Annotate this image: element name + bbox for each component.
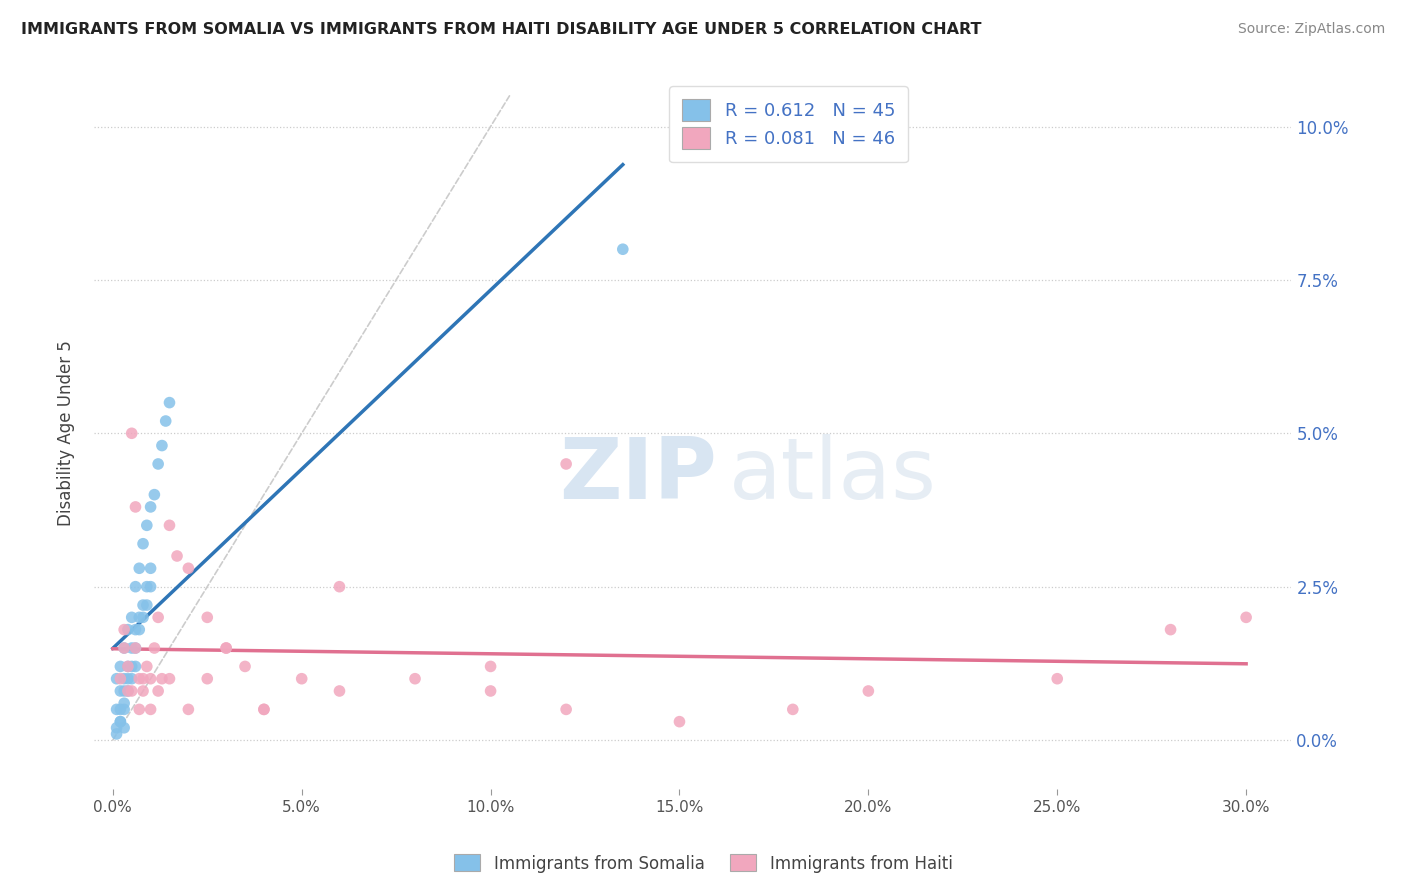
Point — [112, 696, 135, 710]
Point — [117, 659, 139, 673]
Point — [105, 672, 128, 686]
Point — [1160, 623, 1182, 637]
Point — [215, 640, 238, 655]
Point — [135, 659, 157, 673]
Point — [858, 684, 880, 698]
Legend: R = 0.612   N = 45, R = 0.081   N = 46: R = 0.612 N = 45, R = 0.081 N = 46 — [669, 87, 908, 162]
Point — [110, 684, 132, 698]
Point — [291, 672, 314, 686]
Point — [121, 684, 143, 698]
Point — [139, 580, 162, 594]
Point — [139, 561, 162, 575]
Text: IMMIGRANTS FROM SOMALIA VS IMMIGRANTS FROM HAITI DISABILITY AGE UNDER 5 CORRELAT: IMMIGRANTS FROM SOMALIA VS IMMIGRANTS FR… — [21, 22, 981, 37]
Point — [117, 672, 139, 686]
Point — [177, 561, 200, 575]
Point — [253, 702, 276, 716]
Point — [555, 702, 578, 716]
Point — [159, 518, 181, 533]
Point — [132, 684, 155, 698]
Text: Source: ZipAtlas.com: Source: ZipAtlas.com — [1237, 22, 1385, 37]
Point — [117, 684, 139, 698]
Point — [150, 672, 173, 686]
Point — [135, 580, 157, 594]
Point — [146, 684, 169, 698]
Point — [143, 488, 166, 502]
Point — [135, 518, 157, 533]
Point — [233, 659, 256, 673]
Point — [479, 659, 502, 673]
Point — [124, 659, 146, 673]
Point — [195, 610, 218, 624]
Point — [215, 640, 238, 655]
Point — [159, 672, 181, 686]
Point — [128, 623, 150, 637]
Point — [124, 500, 146, 514]
Point — [112, 684, 135, 698]
Point — [112, 672, 135, 686]
Point — [112, 640, 135, 655]
Point — [166, 549, 188, 563]
Point — [110, 714, 132, 729]
Point — [177, 702, 200, 716]
Point — [146, 457, 169, 471]
Point — [150, 439, 173, 453]
Point — [132, 598, 155, 612]
Point — [612, 242, 634, 256]
Point — [124, 623, 146, 637]
Point — [128, 610, 150, 624]
Point — [105, 721, 128, 735]
Legend: Immigrants from Somalia, Immigrants from Haiti: Immigrants from Somalia, Immigrants from… — [447, 847, 959, 880]
Point — [159, 395, 181, 409]
Point — [110, 672, 132, 686]
Point — [135, 598, 157, 612]
Point — [1234, 610, 1257, 624]
Point — [132, 610, 155, 624]
Point — [479, 684, 502, 698]
Point — [139, 702, 162, 716]
Text: atlas: atlas — [728, 434, 936, 517]
Point — [112, 640, 135, 655]
Point — [139, 500, 162, 514]
Point — [668, 714, 690, 729]
Point — [105, 727, 128, 741]
Point — [121, 659, 143, 673]
Point — [112, 702, 135, 716]
Point — [132, 672, 155, 686]
Point — [253, 702, 276, 716]
Point — [124, 640, 146, 655]
Point — [124, 640, 146, 655]
Y-axis label: Disability Age Under 5: Disability Age Under 5 — [58, 341, 75, 526]
Point — [110, 702, 132, 716]
Point — [782, 702, 804, 716]
Point — [555, 457, 578, 471]
Point — [195, 672, 218, 686]
Point — [146, 610, 169, 624]
Point — [143, 640, 166, 655]
Point — [121, 672, 143, 686]
Point — [112, 721, 135, 735]
Point — [139, 672, 162, 686]
Point — [404, 672, 426, 686]
Point — [124, 580, 146, 594]
Point — [1046, 672, 1069, 686]
Point — [128, 702, 150, 716]
Point — [117, 659, 139, 673]
Point — [110, 659, 132, 673]
Point — [128, 561, 150, 575]
Point — [121, 426, 143, 441]
Point — [117, 684, 139, 698]
Point — [112, 623, 135, 637]
Text: ZIP: ZIP — [560, 434, 717, 517]
Point — [105, 702, 128, 716]
Point — [121, 640, 143, 655]
Point — [328, 684, 350, 698]
Point — [110, 714, 132, 729]
Point — [128, 672, 150, 686]
Point — [117, 623, 139, 637]
Point — [121, 610, 143, 624]
Point — [328, 580, 350, 594]
Point — [155, 414, 177, 428]
Point — [132, 537, 155, 551]
